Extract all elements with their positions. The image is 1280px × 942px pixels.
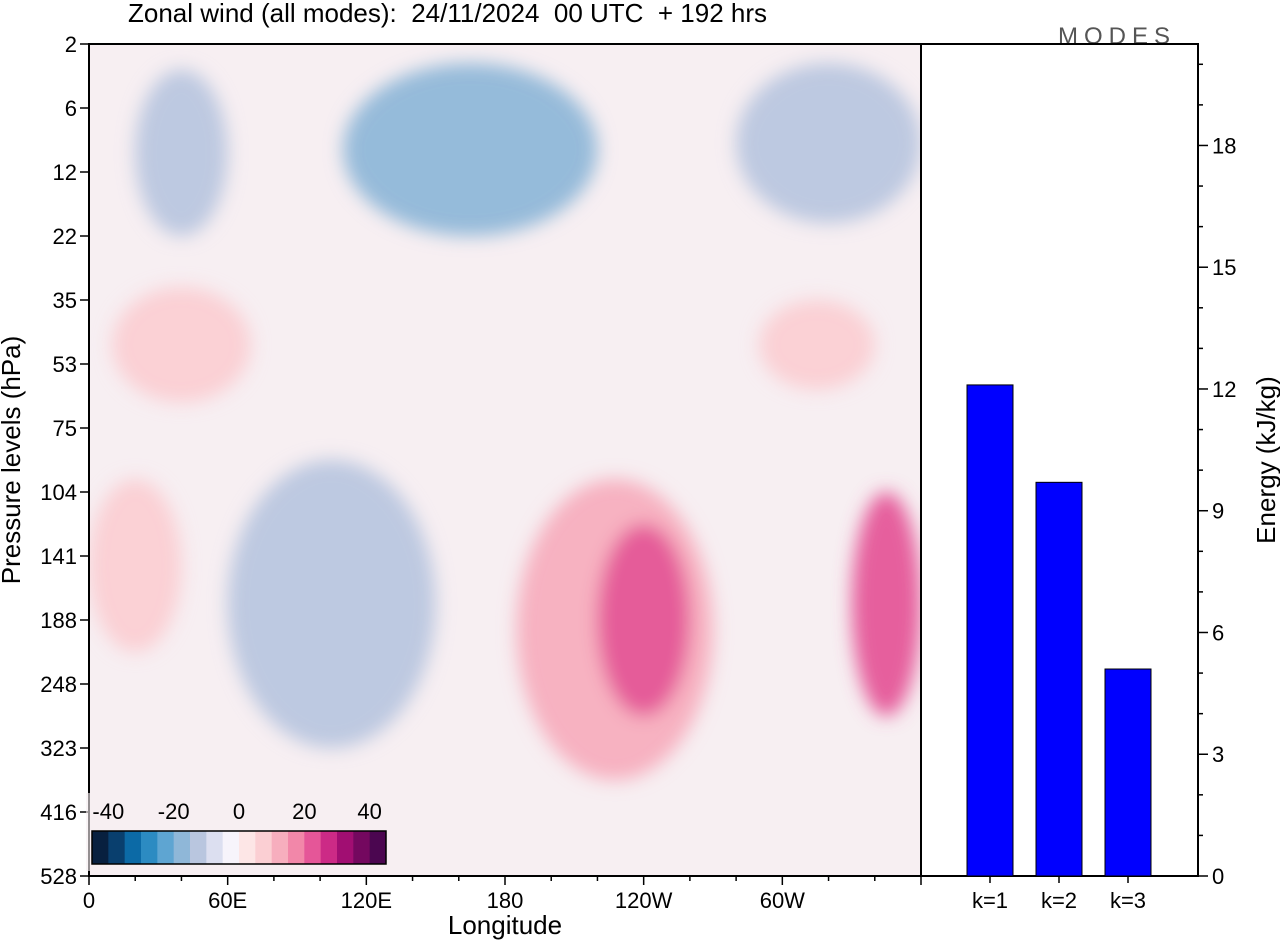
energy-bar-k=2 [1035, 481, 1083, 877]
energy-tick-label: 12 [1212, 377, 1236, 402]
colorbar-swatch [353, 831, 371, 864]
colorbar-swatch [124, 831, 142, 864]
energy-tick-label: 18 [1212, 133, 1236, 158]
colorbar-swatch [190, 831, 207, 864]
energy-tick-label: 15 [1212, 255, 1236, 280]
wind-field-strat-jet-east [135, 69, 228, 236]
wind-field-lower-strat-west [759, 300, 875, 390]
colorbar-swatch [206, 831, 224, 864]
bar-category-label: k=2 [1041, 888, 1077, 913]
pressure-tick-label: 141 [40, 544, 77, 569]
colorbar-swatch [255, 831, 273, 864]
bar-category-label: k=1 [972, 888, 1008, 913]
colorbar: -40 -20 0 20 40 [86, 793, 396, 871]
pressure-tick-label: 528 [40, 864, 77, 889]
colorbar-swatch [288, 831, 305, 864]
wind-field-strat-jet-central [343, 63, 598, 236]
longitude-tick-label: 120E [341, 888, 392, 913]
pressure-tick-label: 75 [53, 416, 77, 441]
longitude-tick-label: 120W [615, 888, 673, 913]
heatmap-xlabel: Longitude [448, 910, 562, 940]
energy-tick-label: 3 [1212, 742, 1224, 767]
energy-tick-label: 9 [1212, 499, 1224, 524]
longitude-tick-label: 0 [83, 888, 95, 913]
energy-bar-panel: 0 3 6 9 12 15 18 k=1 k=2 k=3 Energy (kJ/kg) [920, 43, 1280, 913]
colorbar-frame [91, 830, 387, 865]
wind-field-trop-westerly-core [597, 524, 690, 716]
pressure-tick-label: 12 [53, 160, 77, 185]
pressure-tick-label: 188 [40, 608, 77, 633]
colorbar-label: 20 [292, 799, 316, 824]
wind-field-trop-westerly-40W [851, 492, 921, 716]
energy-tick-label: 6 [1212, 620, 1224, 645]
pressure-tick-label: 35 [53, 288, 77, 313]
colorbar-swatch [369, 831, 387, 864]
energy-ylabel: Energy (kJ/kg) [1251, 376, 1280, 544]
colorbar-swatch [304, 831, 322, 864]
pressure-tick-label: 104 [40, 480, 77, 505]
longitude-tick-label: 60W [760, 888, 805, 913]
pressure-tick-label: 248 [40, 672, 77, 697]
colorbar-label: -20 [158, 799, 190, 824]
heatmap-ylabel: Pressure levels (hPa) [0, 336, 26, 585]
pressure-tick-label: 53 [53, 352, 77, 377]
pressure-tick-label: 2 [65, 32, 77, 57]
colorbar-label: -40 [92, 799, 124, 824]
pressure-tick-label: 323 [40, 736, 77, 761]
pressure-tick-label: 22 [53, 224, 77, 249]
colorbar-swatch [92, 831, 109, 864]
colorbar-swatch [320, 831, 338, 864]
energy-bar-k=3 [1104, 668, 1152, 877]
colorbar-swatch [173, 831, 191, 864]
colorbar-swatch [239, 831, 256, 864]
colorbar-swatch [108, 831, 126, 864]
wind-field-strat-jet-west [736, 63, 921, 224]
colorbar-swatch [337, 831, 354, 864]
pressure-tick-label: 416 [40, 800, 77, 825]
colorbar-swatch [271, 831, 289, 864]
pressure-tick-label: 6 [65, 96, 77, 121]
colorbar-swatch [222, 831, 240, 864]
colorbar-swatch [141, 831, 158, 864]
colorbar-label: 40 [357, 799, 381, 824]
wind-heatmap: 2 6 12 22 35 53 75 104 141 188 248 323 416 528 0 60E 12… [0, 32, 922, 940]
energy-bar-k=1 [966, 384, 1014, 877]
colorbar-swatch [157, 831, 175, 864]
longitude-tick-label: 60E [208, 888, 247, 913]
longitude-tick-label: 180 [487, 888, 524, 913]
wind-field-lower-strat-east [112, 287, 251, 403]
wind-field-trop-westerly-0 [89, 479, 182, 652]
bar-category-label: k=3 [1110, 888, 1146, 913]
chart-title: Zonal wind (all modes): 24/11/2024 00 UT… [128, 0, 767, 28]
colorbar-label: 0 [233, 799, 245, 824]
wind-field-trop-easterly-60E [227, 460, 436, 748]
energy-tick-label: 0 [1212, 864, 1224, 889]
